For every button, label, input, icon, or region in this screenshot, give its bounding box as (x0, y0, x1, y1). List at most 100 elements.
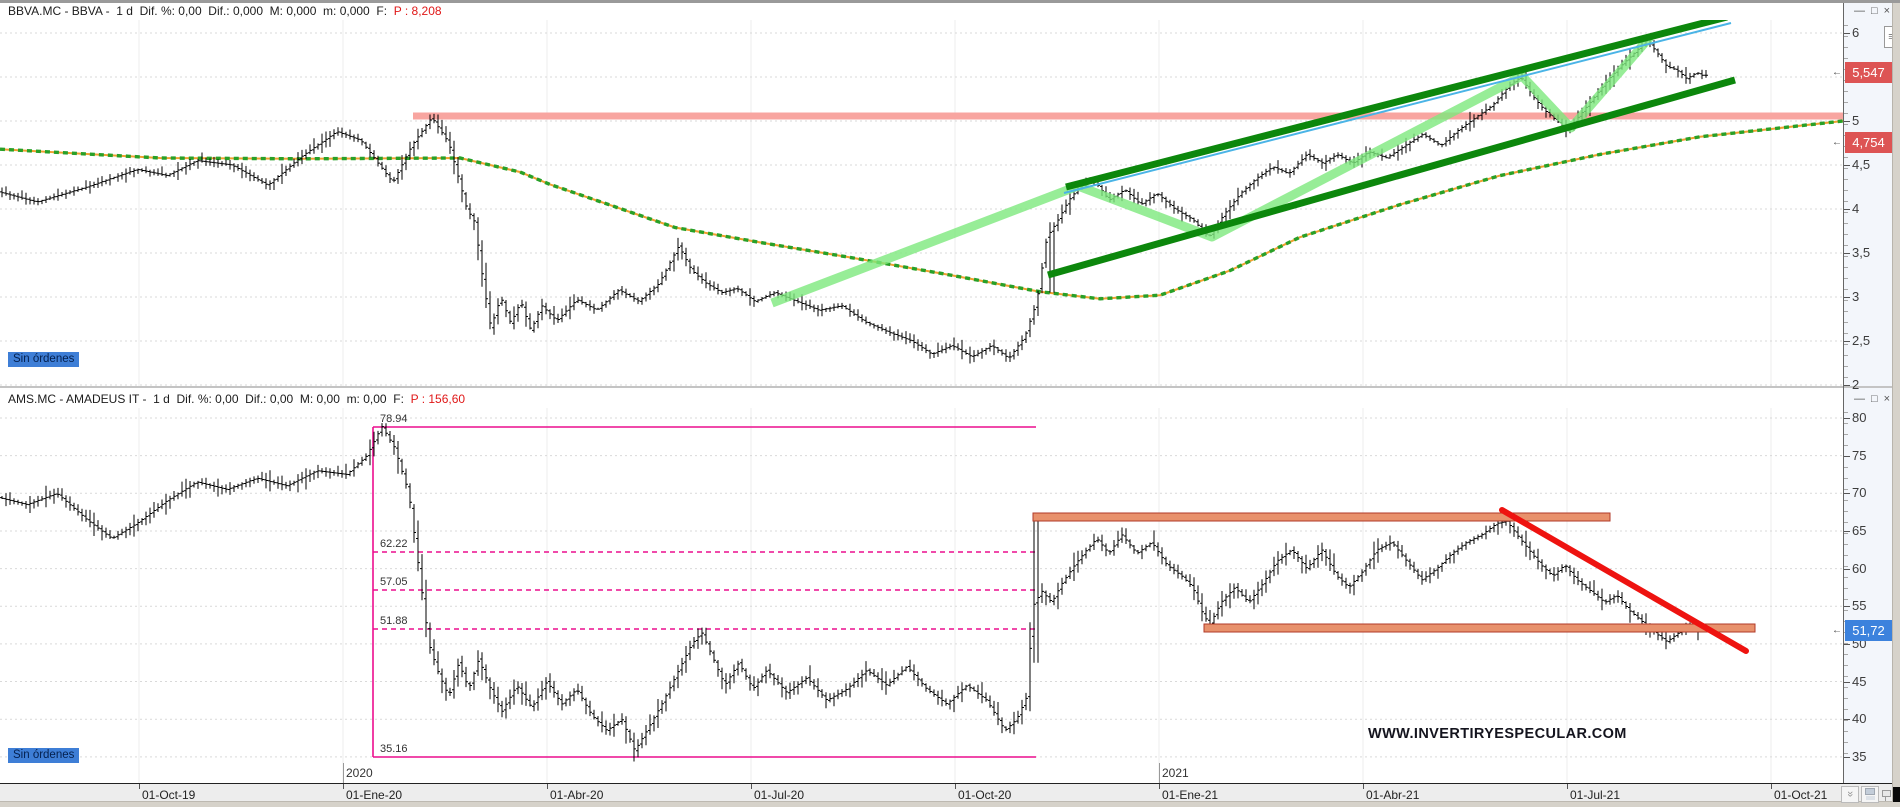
y-tick-mark (1843, 165, 1850, 166)
panel-divider[interactable] (0, 386, 1900, 388)
x-axis-date-label: 01-Ene-20 (346, 788, 403, 802)
x-axis-tick (751, 784, 752, 789)
save-icon[interactable] (1861, 786, 1879, 803)
fib-level-label: 78.94 (380, 413, 408, 425)
year-label: 2021 (1162, 766, 1189, 780)
x-axis-tick (139, 784, 140, 789)
x-axis-date-label: 01-Oct-20 (958, 788, 1012, 802)
panel-plot-bbva (0, 20, 1843, 386)
marker-arrow-icon: ← (1832, 67, 1842, 78)
y-tick-label: 75 (1852, 448, 1867, 463)
x-axis-tick (547, 784, 548, 789)
y-tick-label: 45 (1852, 674, 1867, 689)
x-axis-date-label: 01-Jul-20 (754, 788, 805, 802)
x-axis-date-label: 01-Ene-21 (1162, 788, 1219, 802)
y-tick-mark (1843, 121, 1850, 122)
price-scale-ams[interactable] (1844, 388, 1892, 783)
x-axis-strip[interactable] (0, 784, 1900, 801)
price-marker-label: 4,754 (1845, 132, 1892, 153)
chart-right-border (1843, 3, 1844, 783)
last-price-readout: P : 8,208 (393, 4, 442, 18)
x-axis-tick (955, 784, 956, 789)
price-marker-label: 51,72 (1845, 620, 1892, 641)
close-icon[interactable]: × (1883, 5, 1891, 17)
y-tick-mark (1843, 385, 1850, 386)
no-orders-badge-bbva: Sin órdenes (8, 352, 80, 367)
y-tick-label: 3 (1852, 289, 1860, 304)
y-tick-label: 2,5 (1852, 333, 1871, 348)
y-tick-mark (1843, 569, 1850, 570)
x-axis-tick (1771, 784, 1772, 789)
y-tick-label: 35 (1852, 749, 1867, 764)
window-top-strip (0, 0, 1900, 3)
marker-arrow-icon: ← (1832, 625, 1842, 636)
x-axis-date-label: 01-Oct-19 (142, 788, 196, 802)
y-tick-label: 70 (1852, 485, 1867, 500)
y-tick-mark (1843, 757, 1850, 758)
collapse-panel-icon[interactable]: » (1841, 786, 1859, 803)
y-tick-label: 6 (1852, 25, 1860, 40)
panel-header-bbva: BBVA.MC - BBVA - 1 d Dif. %: 0,00 Dif.: … (8, 4, 442, 20)
bottom-scrollbar[interactable] (0, 801, 1900, 807)
y-tick-label: 2 (1852, 377, 1860, 392)
y-tick-mark (1843, 644, 1850, 645)
fib-level-label: 35.16 (380, 743, 408, 755)
fib-level-label: 57.05 (380, 576, 408, 588)
marker-arrow-icon: ← (1832, 137, 1842, 148)
pin-icon[interactable] (1881, 787, 1891, 802)
y-tick-label: 80 (1852, 410, 1867, 425)
year-tick (343, 763, 344, 783)
y-tick-mark (1843, 682, 1850, 683)
x-axis-tick (343, 784, 344, 789)
price-marker-label: 5,547 (1845, 62, 1892, 83)
x-axis-date-label: 01-Abr-20 (550, 788, 604, 802)
year-label: 2020 (346, 766, 373, 780)
y-tick-label: 4,5 (1852, 157, 1871, 172)
x-axis-line (0, 783, 1900, 784)
y-tick-label: 3,5 (1852, 245, 1871, 260)
panel-controls-bbva: — □ × (1854, 6, 1890, 17)
year-tick (1159, 763, 1160, 783)
x-axis-date-label: 01-Oct-21 (1774, 788, 1828, 802)
close-icon[interactable]: × (1883, 393, 1891, 405)
minor-ticks-bbva (1844, 25, 1848, 385)
y-tick-label: 65 (1852, 523, 1867, 538)
y-tick-mark (1843, 418, 1850, 419)
stats-readout: Dif. %: 0,00 Dif.: 0,000 M: 0,000 m: 0,0… (136, 4, 394, 18)
timeframe-label: 1 d (149, 392, 174, 406)
y-tick-mark (1843, 253, 1850, 254)
fib-level-label: 51.88 (380, 615, 408, 627)
price-scale-bbva[interactable] (1844, 3, 1892, 386)
bottom-right-toolbar: » (1841, 786, 1900, 803)
stats-readout: Dif. %: 0,00 Dif.: 0,00 M: 0,00 m: 0,00 … (173, 392, 411, 406)
x-axis-date-label: 01-Abr-21 (1366, 788, 1420, 802)
symbol-title: AMS.MC - AMADEUS IT - (8, 392, 150, 406)
y-tick-label: 55 (1852, 598, 1867, 613)
symbol-title: BBVA.MC - BBVA - (8, 4, 113, 18)
x-axis-tick (1567, 784, 1568, 789)
timeframe-label: 1 d (112, 4, 137, 18)
y-tick-mark (1843, 33, 1850, 34)
panel-header-ams: AMS.MC - AMADEUS IT - 1 d Dif. %: 0,00 D… (8, 392, 465, 408)
last-price-readout: P : 156,60 (410, 392, 466, 406)
y-tick-label: 4 (1852, 201, 1860, 216)
y-tick-mark (1843, 209, 1850, 210)
maximize-icon[interactable]: □ (1871, 393, 1878, 405)
x-axis-tick (1363, 784, 1364, 789)
minimize-icon[interactable]: — (1854, 5, 1865, 17)
y-tick-mark (1843, 297, 1850, 298)
y-tick-mark (1843, 493, 1850, 494)
y-tick-mark (1843, 531, 1850, 532)
y-tick-mark (1843, 456, 1850, 457)
panel-plot-ams (0, 408, 1843, 783)
y-tick-label: 40 (1852, 711, 1867, 726)
minimize-icon[interactable]: — (1854, 393, 1865, 405)
vertical-scrollbar[interactable] (1892, 3, 1900, 801)
maximize-icon[interactable]: □ (1871, 5, 1878, 17)
corner-square-icon (1893, 787, 1900, 802)
y-tick-mark (1843, 606, 1850, 607)
x-axis-tick (1159, 784, 1160, 789)
panel-controls-ams: — □ × (1854, 394, 1890, 405)
